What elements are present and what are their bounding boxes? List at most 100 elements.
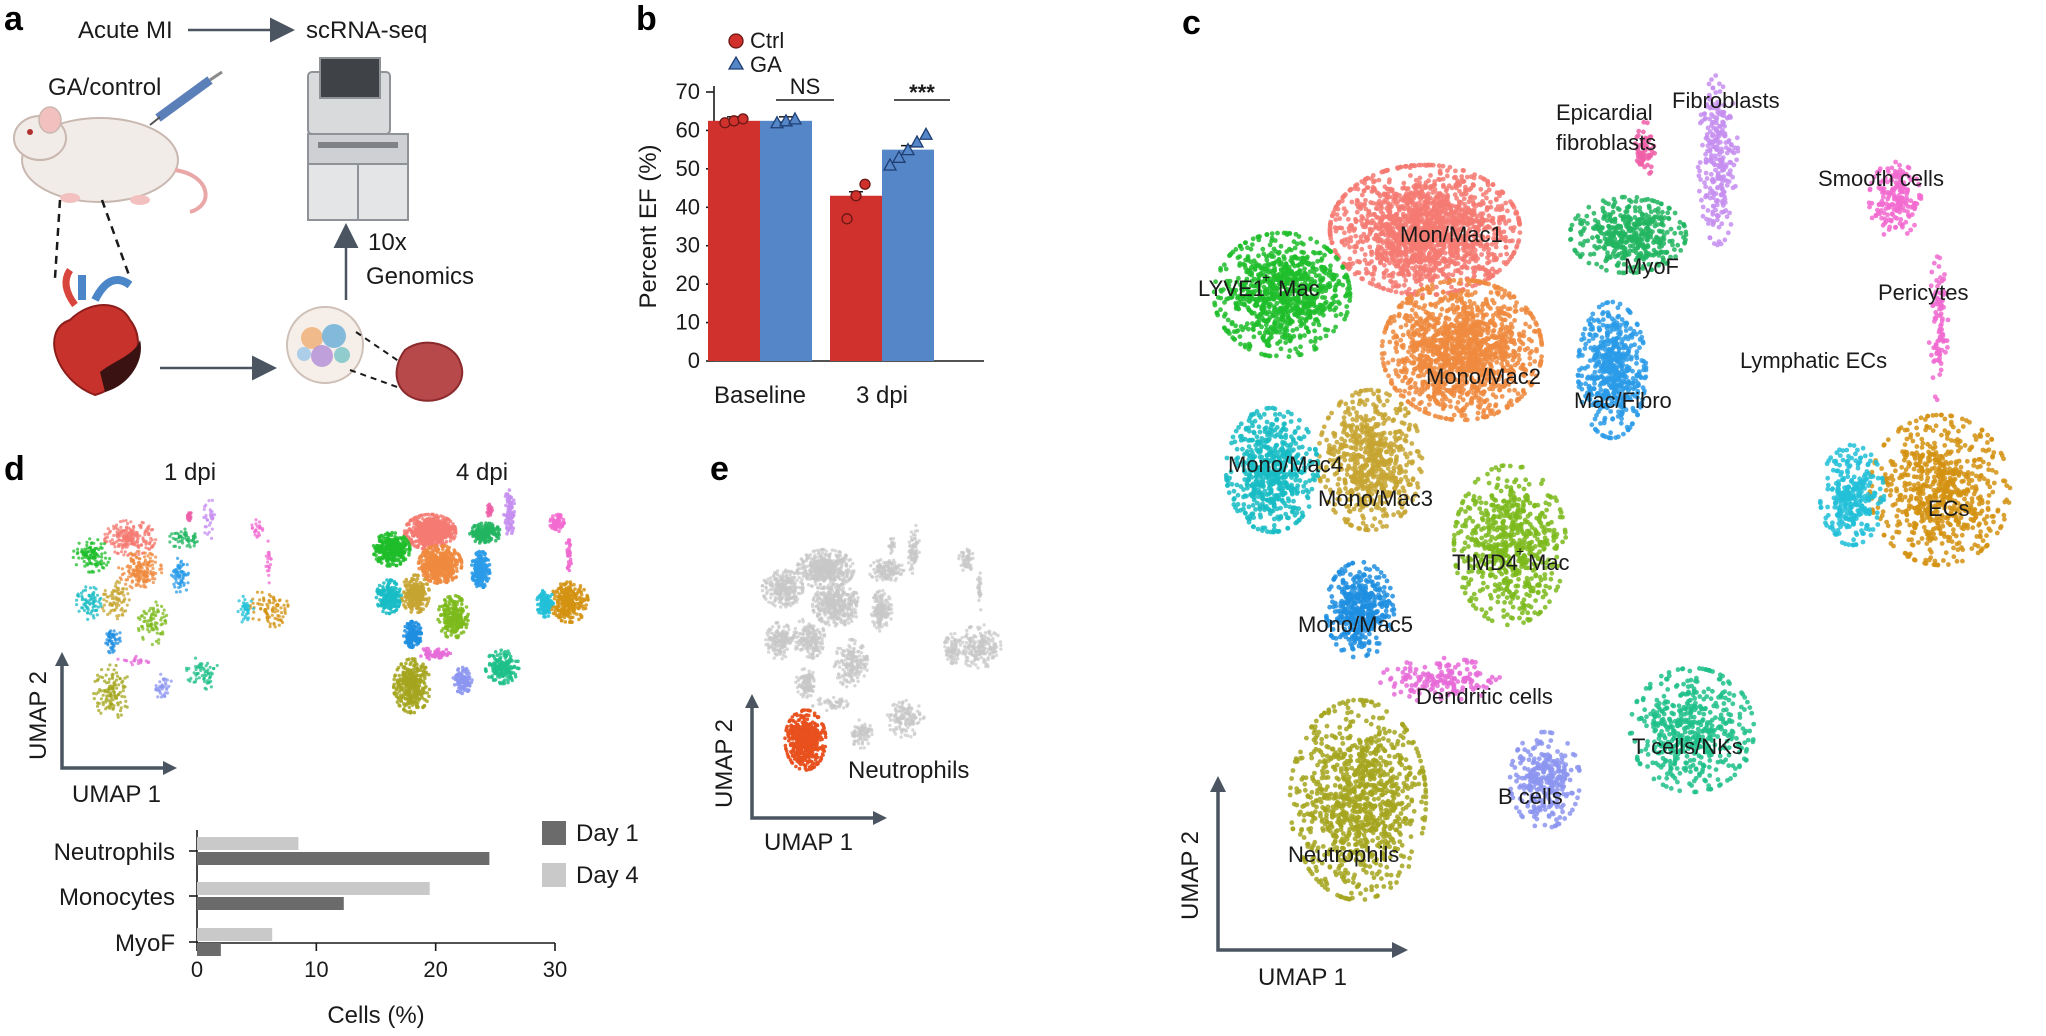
umap-point bbox=[1390, 329, 1396, 335]
umap-point bbox=[1379, 169, 1385, 175]
umap-point bbox=[1449, 284, 1454, 290]
umap-point bbox=[1480, 414, 1486, 420]
umap-point bbox=[1283, 340, 1289, 345]
umap-point bbox=[1440, 297, 1446, 302]
ef-y-axis-label: Percent EF (%) bbox=[635, 144, 662, 308]
umap-point bbox=[1379, 343, 1385, 349]
umap-point bbox=[1248, 259, 1254, 265]
umap-point bbox=[1461, 355, 1466, 361]
umap-point bbox=[1440, 406, 1446, 412]
umap-point bbox=[1294, 510, 1300, 516]
umap-point bbox=[1479, 252, 1484, 257]
umap-point bbox=[1394, 341, 1400, 347]
umap-point bbox=[1324, 437, 1329, 443]
umap-point bbox=[1360, 464, 1366, 470]
umap-point bbox=[1399, 420, 1405, 425]
umap-point bbox=[1367, 244, 1373, 250]
umap-point bbox=[1416, 250, 1421, 255]
mouse-illustration bbox=[13, 106, 208, 214]
umap-point bbox=[1455, 400, 1461, 405]
umap-point bbox=[1415, 292, 1421, 297]
umap-point bbox=[1506, 291, 1512, 296]
ef-y-tick-label: 70 bbox=[676, 79, 700, 104]
umap-point bbox=[1471, 390, 1476, 396]
umap-point bbox=[1426, 402, 1432, 407]
umap-point bbox=[1381, 200, 1387, 205]
umap-point bbox=[1451, 393, 1457, 399]
umap-point bbox=[1480, 307, 1485, 313]
umap-point bbox=[1342, 427, 1347, 432]
umap-point bbox=[1485, 260, 1490, 266]
umap-point bbox=[1447, 164, 1453, 170]
ef-data-point bbox=[900, 142, 916, 156]
umap-point bbox=[1403, 250, 1409, 256]
umap-point bbox=[1508, 338, 1514, 343]
umap-point bbox=[1358, 446, 1364, 452]
umap-point bbox=[1372, 516, 1377, 521]
umap-point bbox=[1428, 184, 1433, 189]
umap-point bbox=[1278, 346, 1284, 352]
umap-point bbox=[1362, 402, 1368, 407]
umap-point bbox=[1363, 266, 1369, 272]
umap-point bbox=[1429, 267, 1434, 273]
umap-point bbox=[1471, 206, 1477, 212]
umap-point bbox=[1343, 410, 1348, 415]
umap-point bbox=[1422, 266, 1428, 272]
umap-point bbox=[1470, 332, 1476, 338]
umap-point bbox=[1428, 173, 1433, 178]
umap-point bbox=[1333, 313, 1339, 319]
umap-point bbox=[1520, 389, 1526, 394]
umap-point bbox=[1374, 201, 1379, 207]
umap-point bbox=[1423, 353, 1428, 359]
umap-point bbox=[1372, 187, 1378, 193]
umap-point bbox=[1478, 186, 1484, 192]
umap-point bbox=[1248, 246, 1254, 252]
ef-y-tick-label: 30 bbox=[676, 233, 700, 258]
umap-point bbox=[1261, 333, 1267, 339]
umap-point bbox=[1288, 419, 1294, 424]
umap-point bbox=[1467, 299, 1473, 304]
umap-point bbox=[1352, 271, 1358, 277]
umap-point bbox=[1225, 317, 1231, 323]
umap-point bbox=[1272, 238, 1278, 243]
acute-mi-label: Acute MI bbox=[78, 17, 173, 44]
umap-point bbox=[1381, 441, 1387, 447]
umap-point bbox=[1322, 301, 1328, 306]
umap-point bbox=[1437, 402, 1443, 407]
umap-point bbox=[1492, 283, 1497, 289]
ef-data-point bbox=[737, 113, 749, 125]
umap-point bbox=[1325, 477, 1331, 483]
umap-point bbox=[1495, 334, 1501, 340]
umap-point bbox=[1387, 216, 1393, 222]
umap-point bbox=[1462, 262, 1467, 268]
umap-point bbox=[1259, 351, 1264, 357]
umap-point bbox=[1409, 353, 1414, 358]
umap-point bbox=[1396, 407, 1402, 413]
umap-point bbox=[1441, 257, 1447, 263]
umap-point bbox=[1253, 303, 1259, 309]
umap-point bbox=[1500, 190, 1506, 196]
umap-point bbox=[1402, 413, 1408, 419]
umap-point bbox=[1417, 180, 1422, 186]
umap-point bbox=[1491, 328, 1497, 333]
umap-point bbox=[1384, 513, 1390, 519]
umap-point bbox=[1411, 360, 1417, 366]
umap-point bbox=[1287, 348, 1293, 353]
umap-point bbox=[1272, 283, 1278, 288]
umap-point bbox=[1396, 252, 1402, 257]
umap-point bbox=[1388, 447, 1394, 453]
umap-point bbox=[1393, 458, 1399, 464]
umap-point bbox=[1432, 413, 1438, 419]
umap-point bbox=[1525, 307, 1530, 313]
umap-point bbox=[1493, 403, 1498, 409]
umap-point bbox=[1347, 256, 1353, 262]
umap-point bbox=[1343, 401, 1349, 407]
umap-point bbox=[1328, 236, 1334, 241]
umap-point bbox=[1400, 342, 1406, 348]
umap-point bbox=[1381, 271, 1387, 276]
umap-point bbox=[1432, 274, 1438, 280]
umap-point bbox=[1292, 311, 1297, 317]
umap-point bbox=[1396, 465, 1401, 470]
umap-point bbox=[1477, 405, 1482, 411]
umap-point bbox=[1384, 168, 1390, 173]
